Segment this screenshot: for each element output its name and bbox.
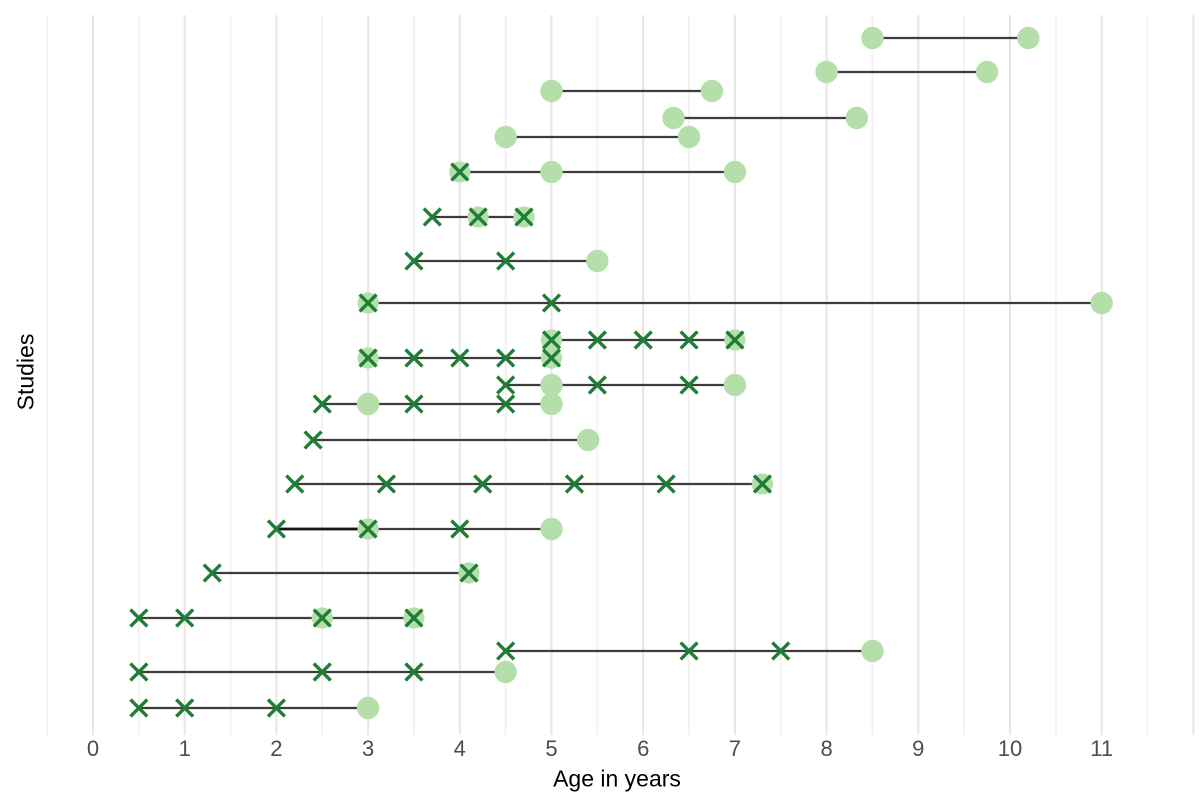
x-tick-label: 0 xyxy=(87,736,99,761)
range-endpoint-circle xyxy=(540,79,563,103)
range-endpoint-circle xyxy=(815,60,838,84)
timepoint-x-marker xyxy=(496,394,516,414)
timepoint-x-marker xyxy=(358,293,378,313)
x-tick-label: 11 xyxy=(1090,736,1113,761)
timepoint-x-marker xyxy=(564,474,585,494)
range-endpoint-circle xyxy=(540,373,563,397)
timepoint-x-marker xyxy=(679,375,699,395)
timepoint-x-marker xyxy=(679,330,699,350)
timepoint-x-marker xyxy=(450,519,470,539)
timepoint-x-marker xyxy=(404,394,424,414)
timepoint-x-marker xyxy=(468,207,488,227)
timepoint-x-marker xyxy=(376,474,397,494)
timepoint-x-marker xyxy=(312,662,332,682)
timepoint-x-marker xyxy=(473,474,493,494)
timepoint-x-marker xyxy=(496,375,516,395)
x-tick-label: 4 xyxy=(454,736,466,761)
timepoint-x-marker xyxy=(175,698,195,718)
timepoint-x-marker xyxy=(725,330,745,350)
timepoint-x-marker xyxy=(422,207,442,227)
timepoint-x-marker xyxy=(514,207,534,227)
range-endpoint-circle xyxy=(540,392,563,416)
x-tick-label: 1 xyxy=(179,736,191,761)
x-tick-label: 5 xyxy=(545,736,557,761)
range-endpoint-circle xyxy=(576,428,600,452)
range-endpoint-circle xyxy=(540,517,563,541)
timepoint-x-marker xyxy=(633,330,653,350)
timepoint-x-marker xyxy=(285,474,305,494)
range-endpoint-circle xyxy=(586,249,609,273)
range-endpoint-circle xyxy=(1090,291,1113,315)
timepoint-x-marker xyxy=(266,519,287,539)
range-endpoint-circle xyxy=(861,639,884,663)
timepoint-x-marker xyxy=(404,608,424,628)
x-tick-label: 10 xyxy=(998,736,1022,761)
timepoint-x-marker xyxy=(656,474,676,494)
range-endpoint-circle xyxy=(494,125,517,149)
x-tick-label: 2 xyxy=(270,736,282,761)
x-tick-label: 7 xyxy=(729,736,741,761)
timepoint-x-marker xyxy=(752,474,773,494)
timepoint-x-marker xyxy=(450,348,470,368)
timepoint-x-marker xyxy=(541,330,562,350)
range-endpoint-circle xyxy=(723,373,747,397)
range-endpoint-circle xyxy=(975,60,999,84)
timepoint-x-marker xyxy=(587,330,607,350)
timepoint-x-marker xyxy=(771,641,791,661)
timepoint-x-marker xyxy=(679,641,699,661)
range-endpoint-circle xyxy=(861,26,884,50)
timepoint-x-marker xyxy=(404,662,424,682)
range-endpoint-circle xyxy=(1017,26,1040,50)
timepoint-x-marker xyxy=(358,348,378,368)
range-endpoint-circle xyxy=(723,160,747,184)
timepoint-x-marker xyxy=(587,375,607,395)
timepoint-x-marker xyxy=(450,162,470,182)
x-tick-label: 6 xyxy=(637,736,649,761)
timepoint-x-marker xyxy=(312,608,332,628)
range-endpoint-circle xyxy=(356,696,380,720)
timepoint-x-marker xyxy=(175,608,195,628)
range-endpoint-circle xyxy=(540,160,563,184)
timepoint-x-marker xyxy=(541,348,562,368)
timepoint-x-marker xyxy=(404,348,424,368)
timepoint-x-marker xyxy=(202,563,222,583)
range-endpoint-circle xyxy=(845,106,869,130)
range-endpoint-circle xyxy=(356,392,380,416)
timepoint-x-marker xyxy=(303,430,323,450)
timepoint-x-marker xyxy=(541,293,562,313)
timepoint-x-marker xyxy=(404,251,424,271)
y-axis-title: Studies xyxy=(12,333,39,411)
timepoint-x-marker xyxy=(358,519,378,539)
timepoint-x-marker xyxy=(496,641,516,661)
x-tick-label: 3 xyxy=(362,736,374,761)
timepoint-x-marker xyxy=(459,563,479,583)
range-endpoint-circle xyxy=(700,79,724,103)
x-tick-label: 9 xyxy=(912,736,924,761)
x-tick-label: 8 xyxy=(820,736,832,761)
range-endpoint-circle xyxy=(677,125,701,149)
range-endpoint-circle xyxy=(662,106,685,130)
timepoint-x-marker xyxy=(266,698,287,718)
timepoint-x-marker xyxy=(496,348,516,368)
timepoint-x-marker xyxy=(496,251,516,271)
timepoint-x-marker xyxy=(129,698,149,718)
timepoint-x-marker xyxy=(129,608,149,628)
range-endpoint-circle xyxy=(494,660,517,684)
timepoint-x-marker xyxy=(129,662,149,682)
timepoint-x-marker xyxy=(312,394,332,414)
x-axis-title: Age in years xyxy=(553,765,681,792)
